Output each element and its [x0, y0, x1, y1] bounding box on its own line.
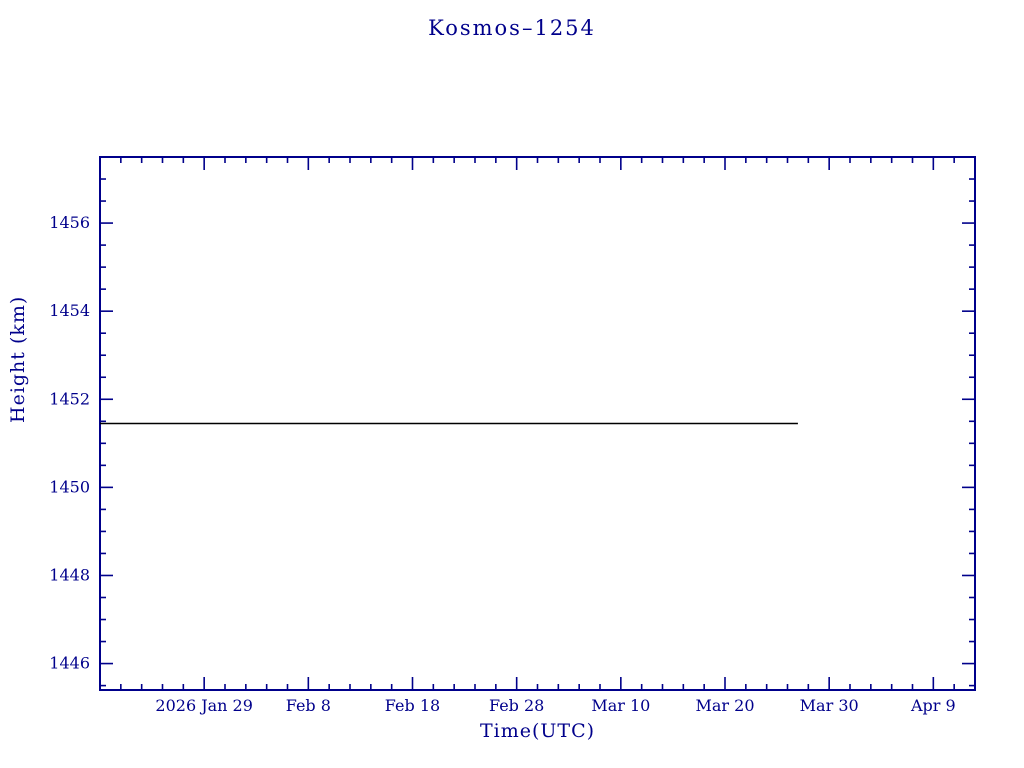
y-tick-label: 1448: [49, 565, 90, 584]
y-tick-label: 1454: [49, 301, 90, 320]
x-tick-label: Mar 30: [800, 696, 859, 715]
x-tick-label: Feb 8: [286, 696, 331, 715]
x-tick-label: 2026 Jan 29: [155, 696, 253, 715]
y-tick-label: 1456: [49, 213, 90, 232]
y-tick-label: 1452: [49, 389, 90, 408]
x-tick-label: Apr 9: [910, 696, 956, 715]
x-tick-label: Mar 20: [695, 696, 754, 715]
y-tick-label: 1446: [49, 654, 90, 673]
y-tick-label: 1450: [49, 477, 90, 496]
x-tick-label: Mar 10: [591, 696, 650, 715]
x-axis-label: Time(UTC): [479, 720, 596, 742]
x-tick-label: Feb 18: [385, 696, 440, 715]
x-tick-label: Feb 28: [489, 696, 544, 715]
y-axis-label-text: Height (km): [7, 295, 29, 423]
chart-title: Kosmos–1254: [428, 16, 596, 40]
